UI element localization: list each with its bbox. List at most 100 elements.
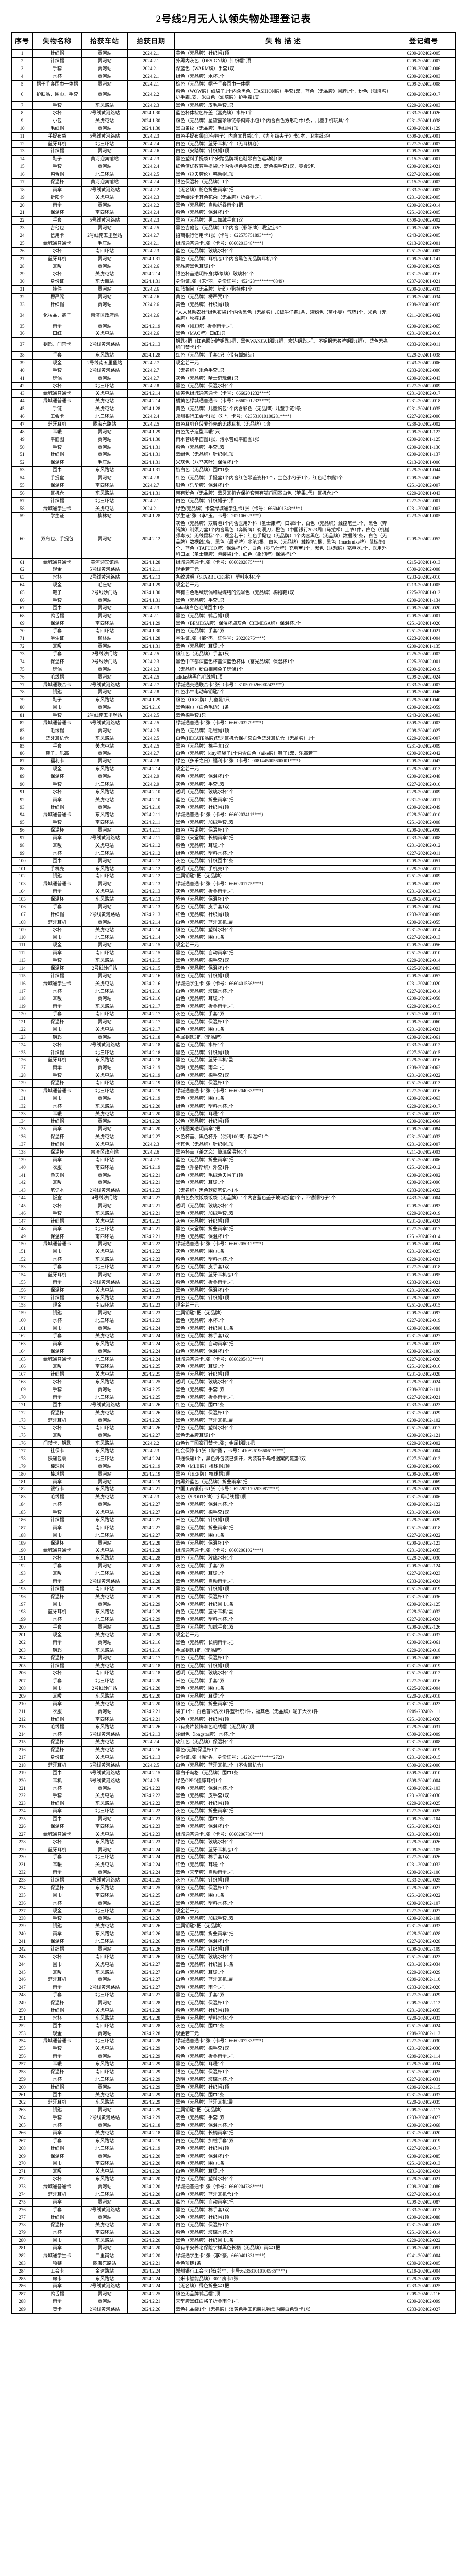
cell-description: 透明（无品牌）玻璃水杯1个 — [174, 1669, 392, 1678]
cell-code: 0239-202402-005 — [392, 2259, 456, 2268]
cell-station: 贾河站 — [81, 435, 128, 444]
table-row: 154 蓝牙耳机 贾河站 2024.2.22 白色（无品牌）蓝牙耳机仓1个 0209-20… — [11, 1270, 456, 1279]
cell-index: 285 — [11, 2275, 33, 2283]
cell-date: 2024.2.27 — [127, 1516, 175, 1524]
cell-name: 耳暖 — [32, 1363, 82, 1371]
cell-date: 2024.2.29 — [127, 1585, 175, 1594]
cell-code: 0209-202402-048 — [392, 773, 456, 781]
cell-station: 2号线黄河路站 — [81, 2206, 128, 2214]
cell-index: 86 — [11, 750, 33, 758]
table-row: 258 保温杯 南四环站 2024.2.29 银色（无品牌）保温杯1个 0251-2024… — [11, 2067, 456, 2076]
cell-station: 贾河站 — [81, 520, 128, 559]
cell-description: 白色（无品牌）针织帽子1顶 — [174, 497, 392, 505]
cell-description: 绿城通学生卡1张（李*豪，6660401331****） — [174, 2251, 392, 2260]
cell-description: 米灰色（八马茶叶）保温杯1个 — [174, 459, 392, 467]
cell-station: 南四环站 — [81, 1715, 128, 1724]
cell-code: 0251-202402-017 — [392, 1424, 456, 1433]
cell-station: 贾河站 — [81, 1386, 128, 1394]
cell-index: 79 — [11, 696, 33, 705]
table-row: 226 保温杯 南四环站 2024.2.23 黑色（无品牌）保温杯1个 0251-2024… — [11, 1822, 456, 1831]
cell-date: 2024.2.23 — [127, 1317, 175, 1325]
cell-description: 粉色（WOW牌）纸袋子1个内含黑色（FASHION牌）手套1双，蓝色（无品牌）围… — [174, 88, 392, 103]
cell-name: 保温杯 — [32, 1232, 82, 1241]
cell-name: 蓝牙耳机 — [32, 420, 82, 429]
cell-station: 贾河站 — [81, 1309, 128, 1318]
cell-description: 黑色（BEMEGA牌）保温杯罩灰色（BEMEGA牌）保温杯1个 — [174, 619, 392, 628]
cell-index: 10 — [11, 124, 33, 133]
cell-name: 雨伞 — [32, 185, 82, 194]
cell-index: 233 — [11, 1876, 33, 1885]
table-row: 77 绿城通联合卡 2号线黄河路站 2024.2.7 绿城通交通联合卡1张（卡号：310… — [11, 681, 456, 689]
cell-station: 北三环站 — [81, 1263, 128, 1272]
cell-name: 耳机 — [32, 1776, 82, 1785]
cell-description: 黑色（天堂牌）长柄雨伞1把 — [174, 834, 392, 842]
cell-station: 北三环站 — [81, 382, 128, 391]
cell-date: 2024.2.22 — [127, 1784, 175, 1793]
cell-description: 白色（无品牌）蓝牙耳机1副 — [174, 1976, 392, 1985]
cell-station: 贾河站 — [81, 918, 128, 927]
cell-date: 2024.2.16 — [127, 1638, 175, 1647]
cell-index: 199 — [11, 1616, 33, 1624]
cell-index: 179 — [11, 1462, 33, 1471]
cell-station: 毛庄站 — [81, 459, 128, 467]
cell-code: 0231-202401-038 — [392, 116, 456, 125]
cell-name: 雨伞 — [32, 1156, 82, 1164]
cell-date: 2024.2.29 — [127, 2060, 175, 2069]
cell-description: 粉色（无品牌）折叠雨伞1把 — [174, 1278, 392, 1287]
cell-description: 木色杯盖、黑色杯身（便利100牌）保温杯1个 — [174, 1133, 392, 1141]
cell-index: 94 — [11, 811, 33, 820]
cell-index: 180 — [11, 1470, 33, 1479]
cell-index: 187 — [11, 1523, 33, 1532]
cell-name: 针织帽 — [32, 1117, 82, 1126]
table-row: 51 针织帽 贾河站 2024.1.31 蓝绿色（无品牌）针织帽1顶 0209-20240… — [11, 451, 456, 460]
cell-station: 2号线沙门站 — [81, 589, 128, 597]
cell-description: 黄色（无品牌）楞严咒1个 — [174, 293, 392, 301]
cell-index: 221 — [11, 1784, 33, 1793]
cell-station: 东风路站 — [81, 466, 128, 474]
cell-date: 2024.2.21 — [127, 1217, 175, 1226]
cell-code: 0231-202402-024 — [392, 1217, 456, 1226]
cell-index: 29 — [11, 270, 33, 279]
table-row: 88 现金 东风路站 2024.2.14 现金若干元 0229-202402-013 — [11, 765, 456, 773]
cell-name: 围巾 — [32, 1401, 82, 1410]
table-row: 43 绿城通普通卡 关虎屯站 2024.2.14 橘黄色绿城通普通卡（卡号：666020… — [11, 389, 456, 398]
cell-station: 贾河站 — [81, 1539, 128, 1548]
cell-name: 水杯 — [32, 1669, 82, 1678]
table-row: 3 手套 贾河站 2024.2.1 深蓝色（WARM牌）手套1双 0209-202402-… — [11, 64, 456, 73]
cell-station: 北三环站 — [81, 1225, 128, 1233]
cell-date: 2024.2.24 — [127, 2267, 175, 2276]
cell-date: 2024.1.31 — [127, 278, 175, 286]
cell-description: 灰色（无品牌）针织围巾1条 — [174, 857, 392, 866]
cell-station: 关虎屯站 — [81, 1922, 128, 1931]
cell-description: 黑色（无品牌）蓝牙耳机1副 — [174, 1056, 392, 1065]
cell-station: 北三环站 — [81, 1616, 128, 1624]
cell-description: 白色（无品牌）加绒手套1双 — [174, 2137, 392, 2145]
cell-station: 贾河站 — [81, 688, 128, 697]
cell-date: 2024.2.28 — [127, 2014, 175, 2023]
cell-name: 雨伞 — [32, 2198, 82, 2207]
cell-station: 2号线南五里堡站 — [81, 711, 128, 720]
table-row: 129 保温杯 南四环站 2024.2.19 粉色（无品牌）保温杯1个 0251-2024… — [11, 1079, 456, 1088]
cell-date: 2024.2.6 — [127, 1148, 175, 1157]
cell-name: 保温杯 — [32, 2067, 82, 2076]
cell-index: 226 — [11, 1822, 33, 1831]
cell-code: 0251-202401-021 — [392, 627, 456, 636]
cell-station: 2号线沙门站 — [81, 650, 128, 658]
cell-date: 2024.2.28 — [127, 1577, 175, 1586]
cell-name: 雨伞 — [32, 2053, 82, 2061]
cell-date: 2024.2.24 — [127, 2275, 175, 2283]
cell-code: 0229-202401-040 — [392, 696, 456, 705]
cell-name: 水杯 — [32, 1424, 82, 1433]
cell-code: 0209-202402-063 — [392, 1094, 456, 1103]
cell-station: 东风路站 — [81, 1003, 128, 1011]
cell-description: 白色（无品牌）保温杯1个 — [174, 2221, 392, 2230]
cell-station: 关虎屯站 — [81, 2221, 128, 2230]
cell-date: 2024.2.20 — [127, 2244, 175, 2252]
cell-code: 0231-202402-026 — [392, 1286, 456, 1295]
cell-description: 蓝色（无品牌）折叠雨伞1把 — [174, 1156, 392, 1164]
cell-description: （无品牌）粉白相间兔子玩偶1个 — [174, 665, 392, 674]
cell-code: 0209-202401-141 — [392, 255, 456, 263]
cell-code: 0209-202402-111 — [392, 1707, 456, 1716]
cell-code: 0229-202402-011 — [392, 865, 456, 873]
cell-date: 2024.2.11 — [127, 566, 175, 574]
